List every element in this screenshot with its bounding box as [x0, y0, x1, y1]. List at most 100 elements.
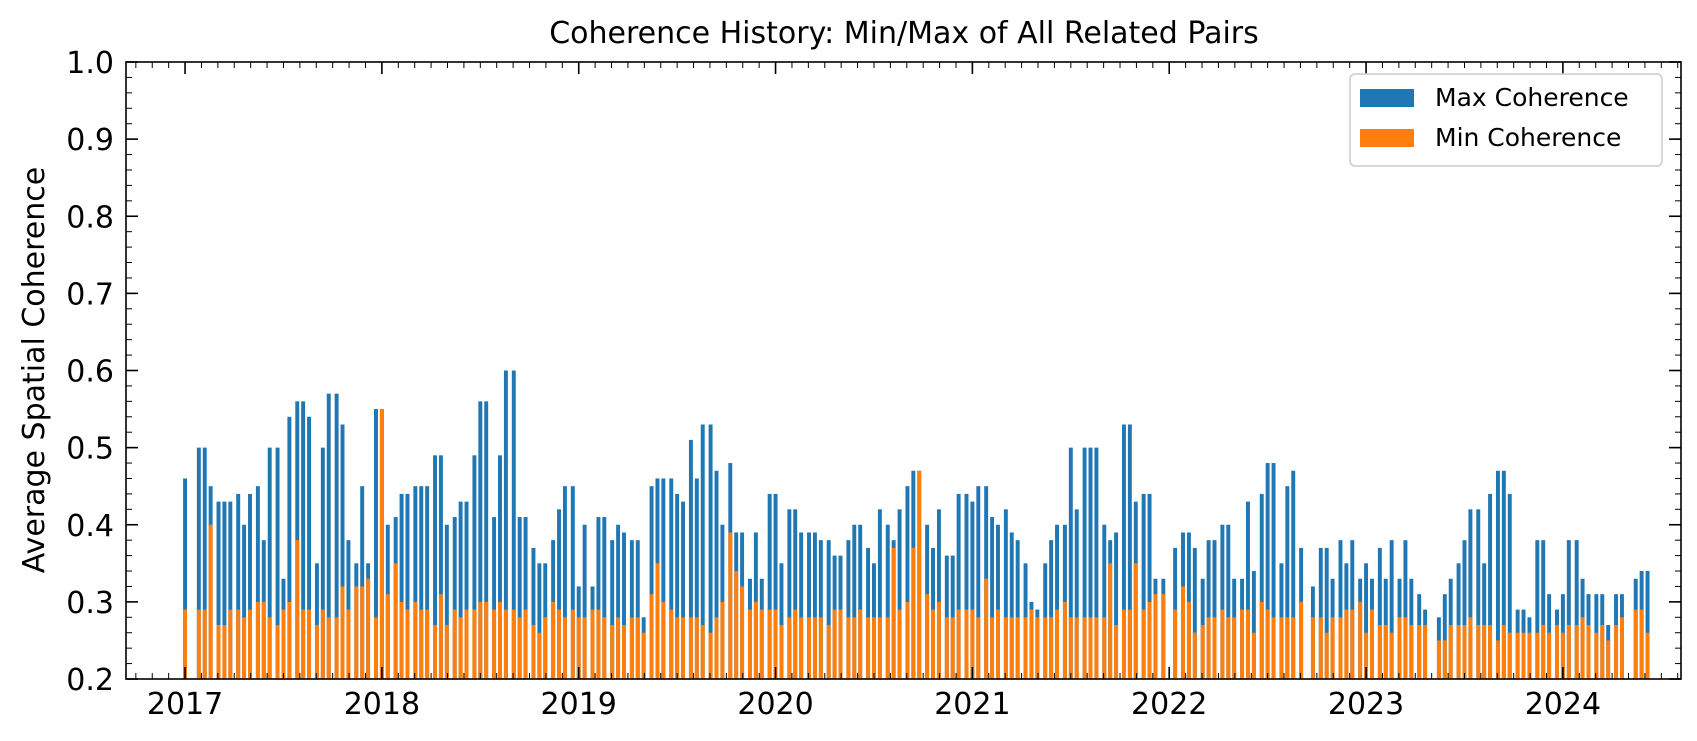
- bar-max: [484, 401, 489, 679]
- bar-max: [616, 524, 621, 679]
- bar-min: [877, 617, 882, 679]
- bar-min: [1566, 625, 1571, 679]
- bar-min: [610, 625, 615, 679]
- bar-min: [852, 617, 857, 679]
- bar-max: [503, 370, 508, 679]
- bar-max: [444, 524, 449, 679]
- bar-max: [858, 524, 863, 679]
- bar-max: [202, 447, 207, 680]
- plot-frame: [125, 61, 1682, 680]
- bar-min: [1029, 609, 1034, 679]
- bar-min: [616, 617, 621, 679]
- bar-min: [523, 609, 528, 679]
- bar-min: [464, 609, 469, 679]
- bar-min: [1482, 625, 1487, 679]
- bar-max: [767, 493, 772, 679]
- bar-min: [295, 540, 300, 679]
- bar-min: [1488, 625, 1493, 679]
- bar-min: [1456, 625, 1461, 679]
- bar-max: [1291, 470, 1296, 679]
- bar-min: [503, 609, 508, 679]
- bar-min: [1251, 632, 1256, 679]
- bar-max: [1389, 540, 1394, 679]
- bar-min: [1102, 617, 1107, 679]
- bar-min: [1462, 625, 1467, 679]
- bar-min: [866, 617, 871, 679]
- bar-min: [517, 617, 522, 679]
- bar-min: [826, 625, 831, 679]
- bar-max: [438, 455, 443, 679]
- bar-max: [866, 547, 871, 679]
- bar-min: [1442, 640, 1447, 679]
- bar-min: [970, 609, 975, 679]
- bar-min: [976, 617, 981, 679]
- bar-max: [610, 540, 615, 679]
- bar-min: [1507, 632, 1512, 679]
- bar-max: [1403, 540, 1408, 679]
- bar-max: [464, 501, 469, 679]
- bar-max: [661, 478, 666, 679]
- bar-min: [1127, 609, 1132, 679]
- bar-max: [582, 524, 587, 679]
- bar-min: [1501, 625, 1506, 679]
- bar-max: [1088, 447, 1093, 680]
- bar-min: [1468, 617, 1473, 679]
- bars-layer: [183, 370, 1650, 680]
- bar-min: [1436, 640, 1441, 679]
- y-tick-label: 0.4: [66, 509, 114, 544]
- bar-min: [1350, 609, 1355, 679]
- bar-min: [261, 601, 266, 680]
- bar-min: [452, 609, 457, 679]
- bar-min: [688, 617, 693, 679]
- legend-label-max: Max Coherence: [1435, 83, 1629, 112]
- bar-min: [562, 617, 567, 679]
- bar-min: [1226, 617, 1231, 679]
- bar-max: [905, 486, 910, 679]
- bar-max: [523, 517, 528, 679]
- bar-min: [385, 594, 390, 679]
- y-tick-label: 0.6: [66, 355, 114, 390]
- bar-max: [1147, 493, 1152, 679]
- bar-min: [1377, 625, 1382, 679]
- bar-min: [700, 625, 705, 679]
- bar-min: [444, 625, 449, 679]
- bar-max: [1468, 509, 1473, 679]
- bar-min: [1240, 609, 1245, 679]
- bar-min: [1015, 617, 1020, 679]
- bar-max: [877, 509, 882, 679]
- bar-min: [1521, 632, 1526, 679]
- bar-max: [236, 493, 241, 679]
- bar-min: [1121, 609, 1126, 679]
- bar-min: [748, 609, 752, 679]
- bar-max: [472, 455, 477, 679]
- bar-max: [216, 501, 221, 679]
- bar-max: [675, 493, 680, 679]
- bar-min: [228, 609, 233, 679]
- bar-min: [1574, 625, 1579, 679]
- axis-ticks: [126, 61, 1681, 680]
- bar-max: [1003, 509, 1008, 679]
- bar-min: [984, 578, 989, 679]
- bar-max: [1285, 486, 1290, 679]
- bar-max: [228, 501, 233, 679]
- legend-swatch-max: [1360, 89, 1414, 107]
- bar-min: [1035, 617, 1040, 679]
- bar-min: [1423, 625, 1428, 679]
- bar-max: [326, 393, 331, 679]
- tick-labels: 0.2 0.3 0.4 0.5 0.6 0.7 0.8 0.9 1.0 2017 2018 2019 2…: [66, 46, 1601, 722]
- bar-max: [1456, 563, 1461, 679]
- bar-min: [1259, 601, 1264, 680]
- bar-max: [248, 493, 252, 679]
- bar-max: [1055, 524, 1059, 679]
- bar-min: [931, 609, 935, 679]
- x-tick-label: 2018: [344, 687, 420, 722]
- y-tick-label: 0.9: [66, 123, 114, 158]
- bar-max: [478, 401, 483, 679]
- bar-min: [622, 625, 626, 679]
- bar-min: [267, 617, 272, 679]
- bar-min: [1515, 632, 1520, 679]
- bar-min: [1147, 601, 1152, 680]
- bar-min: [936, 601, 941, 680]
- bar-min: [1003, 617, 1008, 679]
- bar-max: [602, 517, 607, 679]
